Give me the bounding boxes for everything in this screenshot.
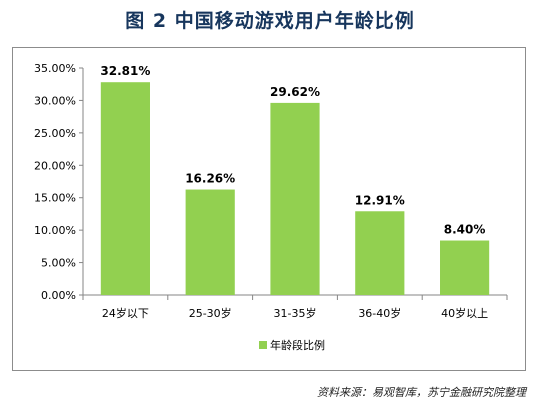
y-tick-label: 30.00% — [34, 94, 76, 107]
x-tick-label: 36-40岁 — [358, 306, 401, 320]
y-tick-label: 5.00% — [41, 257, 76, 270]
bar-chart: 0.00% 5.00% 10.00% 15.00% 20.00% 25.00% 30.00%… — [34, 62, 508, 352]
source-note: 资料来源：易观智库，苏宁金融研究院整理 — [317, 386, 526, 399]
data-labels: 32.81% 16.26% 29.62% 12.91% 8.40% — [100, 64, 485, 236]
x-tick-label: 25-30岁 — [189, 306, 232, 320]
data-label: 8.40% — [444, 223, 486, 237]
x-tick-label: 24岁以下 — [102, 306, 149, 320]
data-label: 12.91% — [355, 193, 405, 207]
bars — [100, 82, 490, 296]
bar — [185, 189, 235, 295]
y-tick-label: 20.00% — [34, 159, 76, 172]
y-tick-label: 10.00% — [34, 224, 76, 237]
figure-title: 图 2 中国移动游戏用户年龄比例 — [125, 10, 415, 32]
chart-area: 0.00% 5.00% 10.00% 15.00% 20.00% 25.00% 30.00%… — [12, 47, 526, 371]
x-tick-label: 40岁以上 — [441, 306, 488, 320]
bar — [270, 102, 320, 295]
bar — [355, 211, 405, 295]
bar — [100, 82, 150, 296]
y-tick-label: 25.00% — [34, 127, 76, 140]
x-tick-label: 31-35岁 — [274, 306, 317, 320]
y-tick-label: 35.00% — [34, 62, 76, 75]
legend-swatch — [259, 341, 267, 349]
legend-label: 年龄段比例 — [270, 338, 325, 352]
data-label: 16.26% — [185, 172, 235, 186]
y-tick-label: 0.00% — [41, 289, 76, 302]
data-label: 32.81% — [100, 64, 150, 78]
x-axis: 24岁以下 25-30岁 31-35岁 36-40岁 40岁以上 — [82, 294, 508, 320]
bar — [440, 240, 490, 295]
data-label: 29.62% — [270, 85, 320, 99]
y-tick-label: 15.00% — [34, 192, 76, 205]
y-axis: 0.00% 5.00% 10.00% 15.00% 20.00% 25.00% 30.00%… — [34, 62, 84, 302]
legend: 年龄段比例 — [259, 338, 325, 352]
